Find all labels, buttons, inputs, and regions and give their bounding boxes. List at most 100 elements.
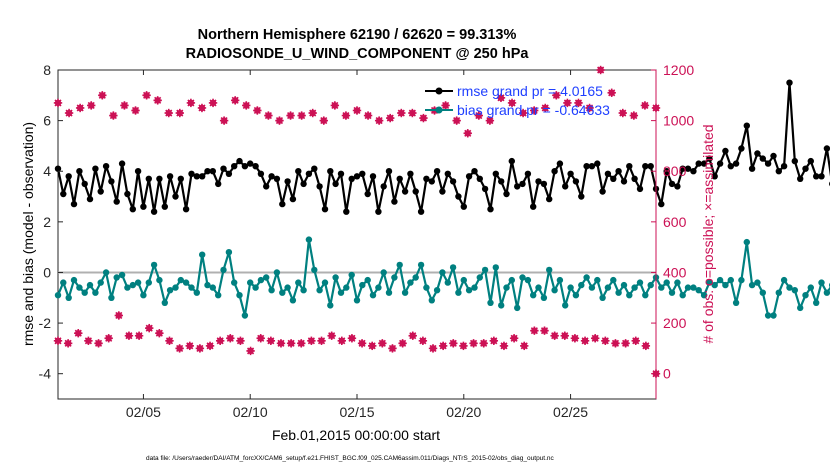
obs-lower-marker-ring (531, 327, 538, 334)
rmse-point (76, 168, 83, 175)
obs-lower-marker (378, 339, 387, 348)
bias-point (716, 276, 724, 284)
rmse-point (401, 188, 409, 195)
rmse-point (716, 160, 724, 167)
bias-point (396, 261, 403, 269)
rmse-point (770, 152, 777, 160)
bias-point (524, 276, 532, 284)
bias-point (711, 281, 718, 289)
obs-upper-marker (607, 88, 616, 97)
obs-upper-marker-ring (553, 92, 560, 99)
rmse-point (279, 200, 286, 208)
y-right-tick-label: 600 (663, 214, 687, 230)
bias-point (182, 279, 190, 286)
bias-point (813, 299, 820, 306)
rmse-point (818, 173, 825, 180)
obs-upper-marker (640, 101, 650, 110)
bias-point (492, 264, 499, 271)
obs-upper-marker-ring (387, 114, 394, 122)
bias-point (316, 287, 323, 294)
bias-point (215, 292, 222, 299)
rmse-point (706, 155, 713, 162)
obs-upper-marker (242, 101, 251, 110)
bias-point (700, 292, 708, 299)
rmse-point (583, 163, 590, 170)
obs-lower-marker-ring (318, 337, 325, 344)
obs-lower-marker-ring (54, 337, 62, 344)
y-right-tick-label: 0 (663, 366, 671, 382)
bias-point (535, 284, 542, 291)
rmse-point (247, 160, 254, 167)
obs-upper-marker-ring (608, 89, 615, 96)
rmse-point (348, 175, 355, 182)
bias-point (81, 289, 88, 296)
bias-point (679, 292, 686, 299)
obs-upper-marker (64, 108, 74, 118)
obs-upper-marker (53, 98, 63, 108)
obs-lower-marker-ring (85, 337, 92, 344)
y-right-tick-label: 200 (663, 315, 687, 331)
obs-upper-marker (275, 116, 284, 125)
rmse-point (823, 145, 830, 152)
rmse-point (642, 163, 649, 170)
bias-point (284, 284, 291, 291)
rmse-point (257, 170, 265, 177)
obs-lower-marker-ring (622, 340, 629, 347)
obs-lower-marker-ring (561, 332, 568, 339)
rmse-point (231, 163, 238, 170)
bias-point (481, 266, 489, 274)
obs-lower-marker (459, 341, 468, 351)
bias-point (546, 266, 553, 274)
rmse-point (530, 203, 537, 210)
y-tick-label: 6 (43, 113, 51, 129)
rmse-point (70, 200, 78, 208)
bias-point (375, 284, 382, 291)
obs-lower-marker (124, 331, 134, 340)
obs-upper-marker-ring (198, 104, 206, 112)
bias-point (423, 284, 430, 291)
chart-subtitle: RADIOSONDE_U_WIND_COMPONENT @ 250 hPa (186, 46, 530, 62)
bias-point (439, 269, 446, 276)
obs-upper-marker (397, 108, 406, 118)
rmse-point (385, 168, 393, 175)
rmse-point (156, 175, 163, 182)
obs-upper-marker-ring (143, 92, 150, 99)
obs-lower-marker (408, 331, 417, 340)
obs-upper-marker (386, 113, 395, 123)
rmse-point (145, 175, 152, 182)
bias-point (588, 284, 596, 291)
obs-lower-marker-ring (115, 312, 123, 319)
bias-point (583, 274, 590, 281)
obs-upper-marker (352, 106, 362, 115)
legend-bias-label: bias grand pr = -0.64633 (457, 102, 610, 118)
obs-upper-marker-ring (254, 107, 261, 114)
bias-point (60, 279, 67, 286)
bias-point (647, 281, 654, 289)
rmse-point (492, 170, 499, 177)
obs-lower-marker-ring (196, 345, 204, 352)
obs-upper-marker-ring (309, 109, 316, 117)
x-tick-label: 02/10 (233, 404, 268, 420)
obs-lower-marker (104, 334, 113, 343)
rmse-point (754, 150, 761, 157)
rmse-point (118, 160, 126, 167)
rmse-point (252, 163, 259, 170)
plot-area (57, 69, 657, 400)
rmse-point (722, 147, 729, 155)
rmse-point (727, 163, 734, 170)
obs-upper-marker-ring (176, 109, 184, 117)
rmse-point (316, 183, 323, 190)
obs-lower-marker-ring (146, 324, 153, 332)
rmse-point (300, 180, 307, 188)
bias-point (166, 287, 174, 294)
rmse-point (407, 170, 414, 177)
rmse-point (321, 206, 329, 213)
obs-upper-marker-ring (619, 109, 626, 117)
rmse-point (359, 170, 366, 177)
legend-rmse-label: rmse grand pr = 4.0165 (457, 83, 603, 99)
rmse-point (337, 170, 345, 177)
rmse-point (465, 173, 473, 180)
obs-lower-marker-ring (156, 330, 163, 337)
obs-upper-marker-ring (110, 112, 117, 119)
obs-lower-marker (246, 346, 255, 356)
